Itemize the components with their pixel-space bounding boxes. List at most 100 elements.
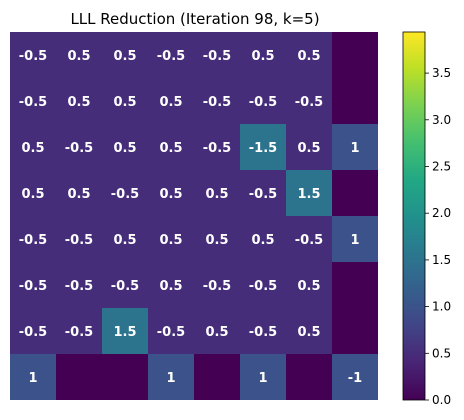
heatmap-cell xyxy=(332,354,378,400)
cell-value-label: -0.5 xyxy=(65,233,93,248)
heatmap-cell xyxy=(286,262,332,308)
cell-value-label: -0.5 xyxy=(249,187,277,202)
heatmap-cell xyxy=(102,78,148,124)
colorbar-tick-label: 3.0 xyxy=(432,113,451,127)
heatmap-cell xyxy=(240,124,286,170)
heatmap-cell xyxy=(56,170,102,216)
heatmap-cell xyxy=(56,354,102,400)
cell-value-label: -0.5 xyxy=(295,233,323,248)
cell-value-label: 1 xyxy=(350,233,359,248)
heatmap-cell xyxy=(102,170,148,216)
cell-value-label: 0.5 xyxy=(67,187,90,202)
heatmap-cell xyxy=(10,124,56,170)
heatmap-cell xyxy=(332,32,378,78)
heatmap-cell xyxy=(194,354,240,400)
cell-value-label: 1.5 xyxy=(297,187,320,202)
cell-value-label: 0.5 xyxy=(67,95,90,110)
heatmap-cells: -0.5 0.5 0.5 -0.5 -0.5 0.5 0.5 -0.5 0.5 0.5 0.5 -0.… xyxy=(10,32,378,400)
cell-value-label: 1 xyxy=(350,141,359,156)
heatmap-cell xyxy=(10,308,56,354)
heatmap-cell xyxy=(148,308,194,354)
colorbar-tick-label: 0.5 xyxy=(432,346,451,360)
cell-value-label: 0.5 xyxy=(297,279,320,294)
heatmap-cell xyxy=(332,170,378,216)
heatmap-cell xyxy=(10,354,56,400)
heatmap-cell xyxy=(102,354,148,400)
chart-title: LLL Reduction (Iteration 98, k=5) xyxy=(70,10,319,28)
heatmap-cell xyxy=(102,124,148,170)
cell-value-label: 1 xyxy=(28,371,37,386)
heatmap-cell xyxy=(286,124,332,170)
heatmap-cell xyxy=(10,216,56,262)
cell-value-label: 0.5 xyxy=(251,49,274,64)
colorbar-tick-label: 2.5 xyxy=(432,159,451,173)
colorbar-tick-label: 3.5 xyxy=(432,66,451,80)
cell-value-label: -0.5 xyxy=(249,279,277,294)
cell-value-label: 0.5 xyxy=(159,95,182,110)
cell-value-label: 0.5 xyxy=(67,49,90,64)
cell-value-label: 0.5 xyxy=(159,141,182,156)
heatmap-cell xyxy=(56,78,102,124)
heatmap-cell xyxy=(286,170,332,216)
heatmap-cell xyxy=(56,124,102,170)
cell-value-label: 1 xyxy=(166,371,175,386)
heatmap-cell xyxy=(102,262,148,308)
heatmap-cell xyxy=(240,354,286,400)
heatmap-cell xyxy=(148,32,194,78)
cell-value-label: -0.5 xyxy=(157,49,185,64)
cell-value-label: 0.5 xyxy=(113,95,136,110)
cell-value-label: 0.5 xyxy=(21,187,44,202)
cell-value-label: 0.5 xyxy=(159,279,182,294)
heatmap-cell xyxy=(194,78,240,124)
cell-value-label: -0.5 xyxy=(203,279,231,294)
cell-value-label: -1.5 xyxy=(249,141,277,156)
heatmap-cell xyxy=(332,308,378,354)
heatmap-cell xyxy=(286,216,332,262)
cell-value-label: 0.5 xyxy=(205,187,228,202)
heatmap-cell xyxy=(194,262,240,308)
cell-value-label: -1 xyxy=(348,371,362,386)
heatmap-cell xyxy=(56,216,102,262)
heatmap-cell xyxy=(102,32,148,78)
cell-value-label: 0.5 xyxy=(113,233,136,248)
heatmap-cell xyxy=(56,308,102,354)
heatmap-cell xyxy=(102,216,148,262)
cell-value-label: -0.5 xyxy=(65,141,93,156)
cell-value-label: 0.5 xyxy=(159,233,182,248)
heatmap-cell xyxy=(56,32,102,78)
heatmap-cell xyxy=(240,32,286,78)
heatmap-cell xyxy=(332,78,378,124)
colorbar-tick-label: 1.0 xyxy=(432,300,451,314)
heatmap-cell xyxy=(148,262,194,308)
cell-value-label: -0.5 xyxy=(19,279,47,294)
cell-value-label: -0.5 xyxy=(19,95,47,110)
cell-value-label: -0.5 xyxy=(19,49,47,64)
heatmap-cell xyxy=(332,262,378,308)
cell-value-label: 0.5 xyxy=(205,325,228,340)
heatmap-cell xyxy=(194,216,240,262)
cell-value-label: -0.5 xyxy=(249,325,277,340)
cell-value-label: 0.5 xyxy=(21,141,44,156)
colorbar-gradient xyxy=(402,31,426,401)
heatmap-cell xyxy=(286,78,332,124)
heatmap-cell xyxy=(194,32,240,78)
colorbar: 0.0 0.5 1.0 1.5 2.0 2.5 3.0 3.5 xyxy=(402,31,451,407)
heatmap-cell xyxy=(148,124,194,170)
cell-value-label: -0.5 xyxy=(157,325,185,340)
heatmap-cell xyxy=(286,32,332,78)
cell-value-label: 0.5 xyxy=(297,49,320,64)
cell-value-label: -0.5 xyxy=(65,279,93,294)
heatmap-cell xyxy=(240,262,286,308)
cell-value-label: -0.5 xyxy=(203,141,231,156)
cell-value-label: 0.5 xyxy=(113,141,136,156)
heatmap-cell xyxy=(148,170,194,216)
cell-value-label: 0.5 xyxy=(113,49,136,64)
colorbar-tick-label: 1.5 xyxy=(432,253,451,267)
heatmap-cell xyxy=(286,308,332,354)
cell-value-label: -0.5 xyxy=(295,95,323,110)
heatmap-cell xyxy=(194,170,240,216)
heatmap-cell xyxy=(240,308,286,354)
cell-value-label: -0.5 xyxy=(19,325,47,340)
heatmap-cell xyxy=(10,262,56,308)
